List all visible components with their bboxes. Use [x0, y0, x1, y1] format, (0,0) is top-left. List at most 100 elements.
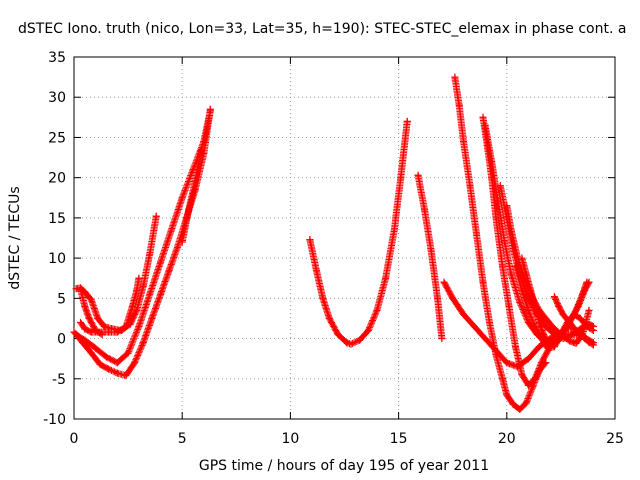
data-point: [550, 331, 558, 339]
data-point: [568, 331, 576, 339]
data-point: [535, 343, 543, 351]
data-point: [572, 327, 580, 335]
data-point: [501, 238, 509, 246]
data-point: [421, 206, 429, 214]
data-point: [505, 302, 513, 310]
data-point: [570, 310, 578, 318]
data-point: [531, 375, 539, 383]
data-point: [516, 298, 524, 306]
data-point: [494, 198, 502, 206]
y-tick-label: -10: [43, 412, 66, 428]
data-point: [509, 401, 517, 409]
y-tick-label: 5: [57, 291, 66, 307]
data-point: [81, 325, 89, 333]
data-point: [511, 262, 519, 270]
data-point: [94, 314, 102, 322]
data-point: [122, 372, 130, 380]
data-point: [185, 206, 193, 214]
data-point: [414, 171, 422, 179]
y-tick-label: 0: [57, 332, 66, 348]
series-markers: [72, 105, 214, 380]
data-point: [72, 331, 80, 339]
data-point: [113, 328, 121, 336]
data-point: [397, 174, 405, 182]
data-point: [364, 327, 372, 335]
data-point: [449, 294, 457, 302]
data-point: [498, 262, 506, 270]
data-point: [146, 250, 154, 258]
data-point: [485, 318, 493, 326]
data-point: [81, 302, 89, 310]
data-point: [470, 322, 478, 330]
axis-ticks: [73, 56, 616, 420]
data-point: [527, 286, 535, 294]
data-point: [460, 137, 468, 145]
data-point: [503, 359, 511, 367]
data-point: [206, 105, 214, 113]
data-point: [343, 339, 351, 347]
data-point: [524, 306, 532, 314]
data-point: [511, 343, 519, 351]
data-point: [479, 113, 487, 121]
data-point: [550, 293, 558, 301]
data-point: [524, 355, 532, 363]
series-arc-8: [414, 171, 446, 343]
data-point: [87, 349, 95, 357]
tick-labels: 0 5 10 15 20 25 -10 -5 0 5 10 15 20 25 30 35: [43, 50, 624, 447]
data-point: [531, 302, 539, 310]
data-point: [148, 314, 156, 322]
data-point: [113, 359, 121, 367]
y-tick-label: 20: [48, 171, 66, 187]
data-point: [427, 246, 435, 254]
data-point: [167, 226, 175, 234]
data-point: [347, 340, 355, 348]
data-point: [481, 335, 489, 343]
data-point: [460, 310, 468, 318]
plot-border: [73, 56, 616, 420]
y-tick-label: -5: [52, 372, 66, 388]
y-tick-label: 35: [48, 50, 66, 66]
data-point: [174, 242, 182, 250]
data-point: [548, 322, 556, 330]
data-point: [516, 405, 524, 413]
data-point: [92, 344, 100, 352]
data-point: [98, 331, 106, 339]
data-point: [135, 322, 143, 330]
data-point: [96, 360, 104, 368]
data-point: [522, 399, 530, 407]
data-layer: [70, 73, 597, 413]
data-point: [555, 302, 563, 310]
data-point: [325, 314, 333, 322]
data-point: [583, 278, 591, 286]
data-point: [124, 349, 132, 357]
data-point: [572, 339, 580, 347]
data-point: [455, 101, 463, 109]
data-point: [451, 73, 459, 81]
y-axis-label: dSTEC / TECUs: [7, 186, 23, 289]
data-point: [518, 371, 526, 379]
data-point: [557, 331, 565, 339]
data-point: [550, 343, 558, 351]
data-point: [537, 335, 545, 343]
data-point: [157, 258, 165, 266]
data-point: [131, 359, 139, 367]
data-point: [507, 270, 515, 278]
data-point: [492, 351, 500, 359]
y-tick-label: 15: [48, 211, 66, 227]
data-point: [522, 270, 530, 278]
series-arc-7: [306, 117, 411, 348]
data-point: [157, 290, 165, 298]
chart-title: dSTEC Iono. truth (nico, Lon=33, Lat=35,…: [18, 21, 626, 37]
data-point: [92, 327, 100, 335]
data-point: [191, 178, 199, 186]
data-point: [585, 339, 593, 347]
data-point: [306, 236, 314, 244]
data-point: [535, 318, 543, 326]
data-point: [87, 296, 95, 304]
data-point: [576, 314, 584, 322]
data-point: [492, 214, 500, 222]
data-point: [559, 310, 567, 318]
data-point: [133, 286, 141, 294]
data-point: [152, 212, 160, 220]
data-point: [542, 314, 550, 322]
